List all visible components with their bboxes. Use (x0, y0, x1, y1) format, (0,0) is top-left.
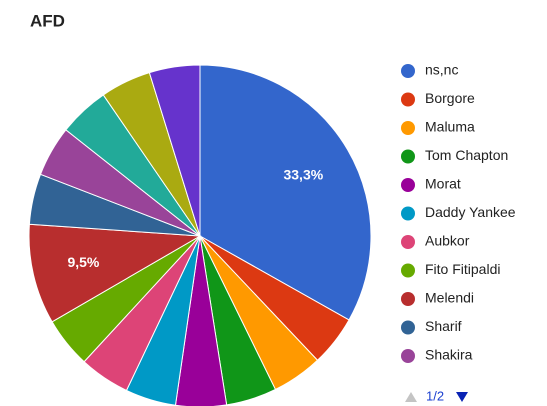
legend-swatch (401, 178, 415, 192)
legend-label: Sharif (425, 318, 462, 334)
legend-label: ns,nc (425, 62, 458, 78)
pie-slice (199, 64, 372, 321)
legend-swatch (401, 121, 415, 135)
legend-swatch (401, 320, 415, 335)
legend-label: Maluma (425, 119, 475, 135)
legend-swatch (401, 206, 415, 221)
chart-title: AFD (30, 11, 65, 30)
pager-next[interactable] (456, 392, 468, 402)
legend-label: Morat (425, 176, 461, 192)
legend-label: Melendi (425, 290, 474, 306)
legend-swatch (401, 349, 415, 363)
legend-swatch (401, 235, 415, 249)
legend-swatch (401, 263, 415, 278)
legend-label: Shakira (425, 347, 473, 363)
pie-slice (148, 64, 201, 237)
value-label: 33,3% (283, 166, 323, 182)
pie-slice (28, 223, 202, 323)
pager-label: 1/2 (426, 388, 444, 403)
legend-label: Daddy Yankee (425, 204, 516, 220)
legend-swatch (401, 292, 415, 306)
legend-label: Tom Chapton (425, 147, 508, 163)
value-label: 9,5% (67, 254, 99, 270)
legend-swatch (401, 64, 415, 78)
legend-label: Borgore (425, 90, 475, 106)
legend-label: Fito Fitipaldi (425, 261, 500, 277)
legend-label: Aubkor (425, 233, 470, 249)
pager-prev[interactable] (405, 392, 417, 402)
legend-swatch (401, 92, 415, 107)
legend-swatch (401, 149, 415, 164)
